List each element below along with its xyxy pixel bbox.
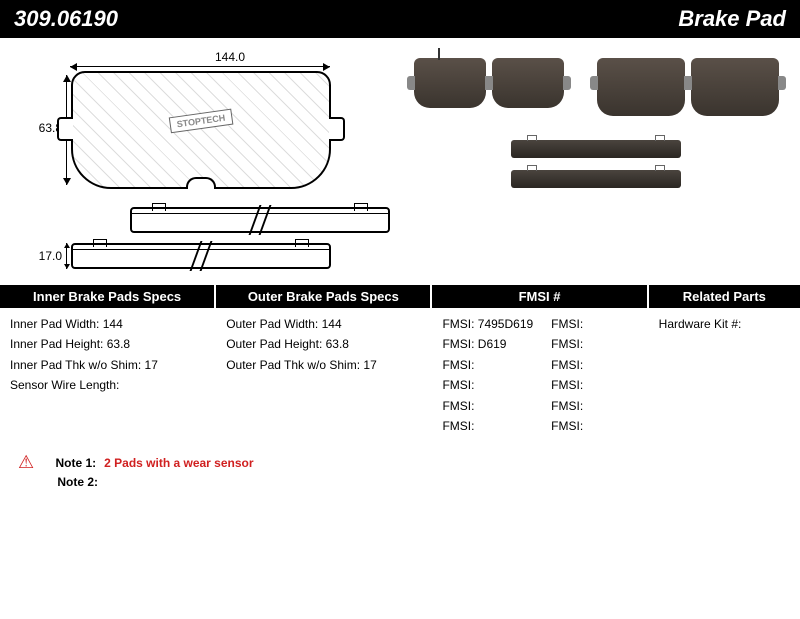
spec-label: Inner Pad Width: [10,317,99,331]
pad-photo [597,58,685,116]
fmsi-label: FMSI: [551,337,583,351]
header-bar: 309.06190 Brake Pad [0,0,800,38]
fmsi-label: FMSI: [551,317,583,331]
page-title: Brake Pad [678,6,786,32]
pad-side-photo [511,140,681,158]
pad-logo: STOPTECH [169,109,233,134]
part-number: 309.06190 [14,6,118,32]
spec-value: 63.8 [107,337,130,351]
inner-specs-header: Inner Brake Pads Specs [0,285,216,308]
spec-label: Inner Pad Thk w/o Shim: [10,358,141,372]
fmsi-label: FMSI: [442,399,474,413]
pad-side-view-2 [71,243,331,269]
warning-icon: ⚠ [18,452,34,473]
fmsi-label: FMSI: [442,378,474,392]
note1-text: 2 Pads with a wear sensor [104,456,253,470]
main-content: 144.0 63.8 STOPTECH 17.0 [0,38,800,285]
note2-label: Note 2: [44,475,98,489]
pad-side-view-1 [130,207,390,233]
spec-label: Outer Pad Thk w/o Shim: [226,358,360,372]
dim-width-arrow [70,66,330,67]
notes-section: ⚠ Note 1: 2 Pads with a wear sensor Note… [0,442,800,501]
fmsi-label: FMSI: [442,358,474,372]
fmsi-label: FMSI: [442,337,474,351]
pad-photo [691,58,779,116]
dim-height-value: 63.8 [10,121,62,135]
fmsi-label: FMSI: [551,419,583,433]
spec-value: 17 [145,358,158,372]
pad-side-photo [511,170,681,188]
fmsi-label: FMSI: [551,358,583,372]
dim-thickness-arrow [66,243,67,269]
related-header: Related Parts [649,285,800,308]
pad-front-view: STOPTECH [71,71,331,189]
note1-label: Note 1: [42,456,96,470]
outer-specs-header: Outer Brake Pads Specs [216,285,432,308]
pad-photo [492,58,564,108]
product-photos [402,50,790,279]
spec-label: Inner Pad Height: [10,337,103,351]
spec-value: 144 [322,317,342,331]
dim-thickness-value: 17.0 [10,249,66,263]
dim-width-value: 144.0 [70,50,390,64]
fmsi-label: FMSI: [551,399,583,413]
fmsi-label: FMSI: [551,378,583,392]
spec-value: 63.8 [326,337,349,351]
specs-table: Inner Brake Pads Specs Inner Pad Width: … [0,285,800,442]
fmsi-label: FMSI: [442,317,474,331]
spec-label: Outer Pad Width: [226,317,318,331]
fmsi-value: D619 [478,337,507,351]
pad-photo [414,58,486,108]
spec-label: Sensor Wire Length: [10,378,119,392]
fmsi-value: 7495D619 [478,317,533,331]
fmsi-header: FMSI # [432,285,648,308]
spec-value: 17 [363,358,376,372]
hardware-kit-label: Hardware Kit #: [659,317,742,331]
spec-label: Outer Pad Height: [226,337,322,351]
spec-value: 144 [103,317,123,331]
fmsi-label: FMSI: [442,419,474,433]
technical-drawing: 144.0 63.8 STOPTECH 17.0 [10,50,390,279]
